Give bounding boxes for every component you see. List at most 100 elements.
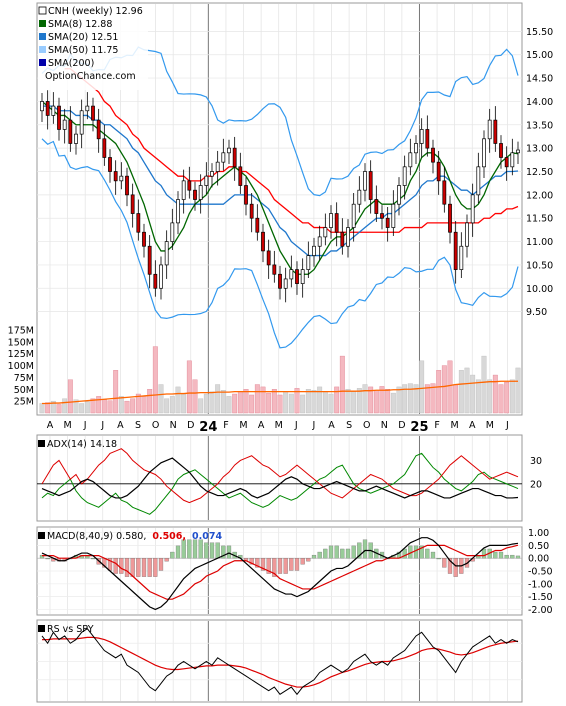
volume-bar: [436, 370, 442, 414]
macd-histogram-bar: [221, 545, 226, 559]
macd-histogram-bar: [209, 542, 215, 559]
volume-bar: [186, 360, 192, 414]
macd-histogram-bar: [272, 558, 277, 577]
candle-body: [147, 245, 152, 275]
macd-histogram-bar: [334, 545, 339, 559]
rs-panel: [36, 619, 523, 703]
volume-bar: [84, 401, 90, 414]
volume-bar: [402, 384, 408, 414]
macd-histogram-bar: [323, 548, 328, 559]
candle-body: [261, 231, 265, 252]
macd-histogram-bar: [175, 545, 181, 559]
volume-bar: [198, 398, 204, 414]
macd-histogram-bar: [294, 558, 300, 571]
macd-tick-label: -1.50: [528, 592, 553, 603]
volume-bar: [118, 396, 124, 414]
macd-histogram-bar: [289, 558, 294, 571]
macd-tick-label: 0.00: [528, 554, 549, 565]
macd-histogram-bar: [345, 548, 351, 559]
volume-bar: [300, 394, 306, 414]
volume-bar: [277, 394, 283, 414]
volume-bar: [158, 384, 164, 414]
candle-body: [221, 152, 226, 163]
candle-body: [300, 269, 305, 284]
price-volume-panel: [36, 2, 523, 416]
x-tick-label: 25: [410, 420, 428, 435]
candle-body: [470, 194, 475, 224]
candle-body: [227, 147, 231, 154]
price-tick-label: 9.50: [526, 307, 547, 318]
volume-bar: [135, 393, 141, 414]
legend-site: OptionChance.com: [45, 71, 136, 82]
volume-bar: [192, 379, 198, 414]
candle-body: [85, 105, 90, 112]
volume-bar: [305, 389, 311, 414]
candle-body: [487, 119, 492, 140]
volume-bar: [113, 370, 119, 414]
candle-body: [436, 161, 441, 182]
candle-body: [334, 213, 339, 233]
macd-histogram-bar: [413, 545, 419, 559]
macd-histogram-bar: [215, 542, 220, 559]
candle-body: [346, 227, 350, 247]
volume-bar: [294, 388, 300, 414]
adx-swatch: [38, 440, 45, 447]
volume-bar: [487, 379, 493, 414]
legend-background: [38, 4, 148, 90]
volume-bar: [515, 367, 521, 414]
x-tick-label: M: [63, 420, 71, 431]
candle-body: [431, 147, 435, 163]
volume-bar: [243, 389, 249, 414]
macd-histogram-bar: [113, 558, 118, 574]
volume-bar: [317, 386, 323, 414]
macd-histogram-bar: [158, 558, 164, 571]
volume-bar: [492, 374, 498, 414]
x-tick-label: A: [47, 420, 54, 431]
volume-bar: [67, 379, 73, 414]
adx-minus-di-line: [41, 448, 519, 504]
rs-ma-line: [42, 636, 519, 688]
x-tick-label: 24: [199, 420, 217, 435]
volume-tick-label: 150M: [8, 337, 34, 348]
candle-body: [425, 129, 430, 149]
volume-bar: [390, 392, 396, 414]
adx-tick-label: 30: [530, 456, 542, 467]
x-tick-label: S: [135, 420, 141, 431]
volume-bar: [220, 390, 226, 414]
volume-bar: [498, 384, 504, 414]
candle-body: [62, 119, 67, 130]
macd-histogram-bar: [425, 548, 430, 559]
macd-histogram-bar: [362, 539, 368, 559]
candle-body: [176, 199, 180, 224]
volume-bar: [147, 389, 153, 414]
price-tick-label: 14.00: [526, 97, 553, 108]
candle-body: [102, 138, 107, 158]
candle-body: [516, 149, 520, 154]
macd-histogram-bar: [340, 548, 345, 559]
volume-bar: [283, 391, 289, 414]
macd-histogram-bar: [442, 558, 447, 568]
x-tick-label: A: [258, 420, 265, 431]
macd-histogram-bar: [419, 545, 424, 559]
legend-sma50-swatch: [39, 46, 46, 53]
volume-bar: [39, 403, 45, 414]
macd-swatch: [38, 532, 45, 539]
x-tick-label: D: [187, 420, 194, 431]
volume-bar: [169, 396, 175, 414]
macd-histogram-bar: [510, 554, 515, 559]
volume-bar: [254, 384, 260, 414]
macd-histogram-bar: [187, 539, 192, 559]
candle-body: [255, 217, 260, 233]
candle-body: [244, 185, 248, 205]
x-tick-label: M: [451, 420, 459, 431]
macd-tick-label: -1.00: [528, 579, 553, 590]
volume-bars: [39, 346, 521, 414]
legend-sma20: SMA(20) 12.51: [48, 32, 118, 43]
candle-body: [57, 105, 61, 130]
x-tick-label: M: [239, 420, 247, 431]
x-tick-label: A: [117, 420, 124, 431]
macd-label-main: MACD(8,40,9) 0.580,: [47, 531, 146, 542]
volume-bar: [62, 398, 68, 414]
macd-histogram-bar: [164, 558, 169, 562]
candle-body: [170, 222, 175, 242]
